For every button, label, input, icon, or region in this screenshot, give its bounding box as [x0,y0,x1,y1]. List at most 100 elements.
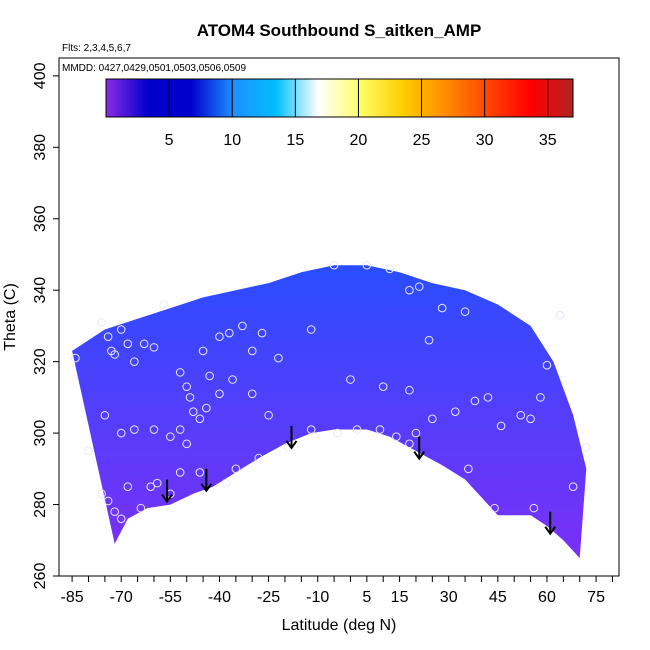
observation-point [529,503,539,513]
observation-point [362,260,372,270]
colorbar: 5 10 15 20 25 30 35 [105,78,574,149]
observation-point [306,425,316,434]
observation-point [375,425,385,434]
observation-point [414,282,424,291]
colorbar-tick-label: 10 [223,132,241,149]
observation-point [71,353,80,363]
observation-point [231,464,241,474]
observation-point [254,453,264,463]
x-tick-label: 60 [538,589,556,606]
x-tick-label: 5 [362,589,371,606]
observation-point [329,260,339,270]
observation-point [428,414,437,424]
arrow-head [285,440,298,450]
observation-point [110,507,119,516]
arrow-head [161,493,173,504]
colorbar-tick-label: 25 [413,132,431,149]
colorbar-tick-label: 35 [539,132,557,149]
y-tick-label: 380 [32,134,49,161]
observation-point [123,339,133,349]
flight-arrow [200,468,213,493]
colorbar-tick-label: 30 [476,132,494,149]
observation-point [130,425,139,434]
observation-points [71,260,591,524]
y-tick-label: 260 [32,563,49,590]
x-tick-label: 75 [587,589,605,606]
observation-point [84,446,93,456]
flight-arrow [161,479,173,504]
y-tick-label: 400 [32,62,49,89]
observation-point [378,382,388,391]
observation-point [97,489,106,499]
dates-annotation: MMDD: 0427,0429,0501,0503,0506,0509 [62,63,246,74]
observation-point [175,468,185,477]
observation-point [306,325,316,334]
x-tick-label: 30 [440,589,458,606]
arrow-head [544,526,557,536]
observation-point [221,478,231,488]
observation-point [215,332,224,341]
observation-point [490,503,499,513]
x-tick-label: 15 [391,589,409,606]
observation-point [175,425,185,434]
x-tick-label: 45 [489,589,507,606]
observation-point [470,396,480,406]
heatmap-domain [72,265,587,559]
observation-point [496,421,506,431]
y-tick-label: 280 [32,491,49,518]
observation-point [175,368,185,377]
observation-point [136,503,146,513]
observation-point [166,432,175,441]
observation-point [264,410,273,420]
observation-point [116,514,126,524]
observation-point [159,300,169,309]
x-axis: -85 -70 -55 -40 -25 -10 5 15 30 45 60 75 [61,576,613,606]
observation-point [333,428,342,438]
colorbar-bar [105,78,574,118]
observation-point [123,482,133,491]
x-tick-label: -55 [159,589,182,606]
x-tick-label: -10 [306,589,329,606]
observation-point [450,407,460,416]
observation-point [130,357,139,366]
arrow-head [413,451,426,461]
plot-frame [58,57,620,577]
observation-point [424,335,434,345]
heatmap-field [72,265,587,559]
y-tick-label: 300 [32,420,49,447]
observation-point [247,346,257,356]
observation-point [411,428,421,438]
observation-point [385,264,395,274]
observation-point [516,410,526,420]
observation-point [247,389,257,399]
observation-point [257,328,267,338]
observation-point [149,343,159,352]
observation-point [346,375,355,384]
observation-point [103,332,113,341]
flight-arrows [161,425,557,536]
observation-point [215,389,224,399]
observation-point [542,360,552,370]
observation-point [182,382,192,391]
observation-point [149,425,159,434]
x-tick-label: -40 [208,589,231,606]
flights-annotation: Flts: 2,3,4,5,6,7 [62,43,131,54]
x-tick-label: -25 [257,589,280,606]
observation-point [195,468,205,477]
observation-point [405,385,414,395]
y-tick-label: 340 [32,277,49,304]
observation-point [116,325,126,334]
observation-point [568,482,578,491]
observation-point [205,371,214,381]
observation-point [437,303,447,313]
observation-point [526,414,535,424]
observation-point [224,328,234,338]
colorbar-tick-label: 20 [350,132,368,149]
observation-point [198,346,208,356]
observation-point [110,350,119,359]
chart-title: ATOM4 Southbound S_aitken_AMP [197,21,482,40]
observation-point [97,318,106,327]
observation-point [405,439,414,449]
observation-point [228,375,237,384]
